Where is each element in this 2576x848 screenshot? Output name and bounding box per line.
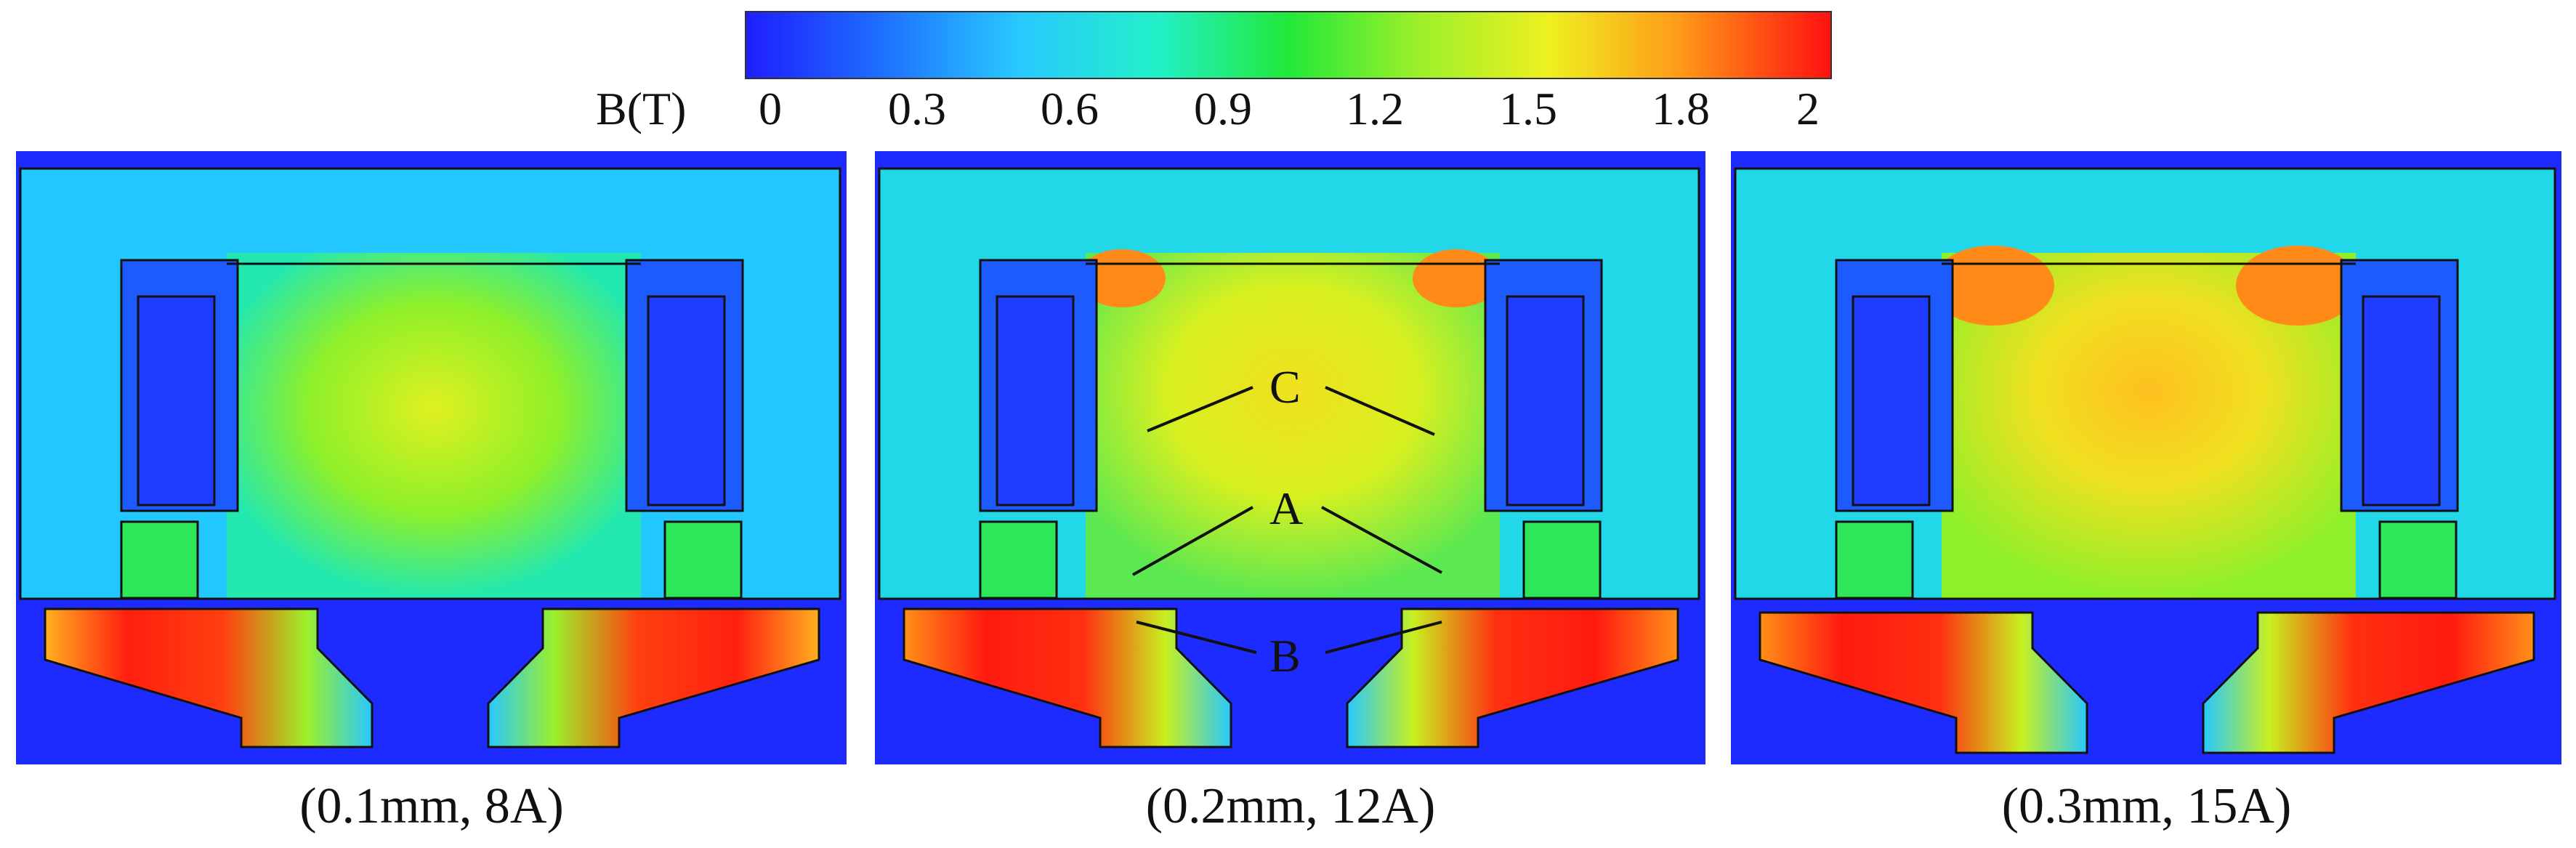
leader-line-a-left [1132,506,1253,576]
leader-line-c-right [1325,386,1435,436]
colorbar: B(T) 0 0.3 0.6 0.9 1.2 1.5 1.8 2 [0,0,2576,145]
flux-density-map-1 [16,151,847,764]
colorbar-tick: 1.2 [1346,83,1404,134]
colorbar-tick: 0.6 [1041,83,1099,134]
region-label-b: B [1269,630,1301,682]
colorbar-tick: 0.3 [888,83,946,134]
panel-caption-2: (0.2mm, 12A) [1145,778,1436,834]
leader-line-a-right [1321,506,1442,574]
panel-caption-3: (0.3mm, 15A) [2001,778,2292,834]
panel-caption-1: (0.1mm, 8A) [299,778,564,834]
colorbar-tick: 0.9 [1194,83,1252,134]
colorbar-title: B(T) [596,83,687,134]
flux-density-map-3 [1731,151,2561,764]
leader-line-b-left [1136,621,1257,654]
leader-line-c-left [1147,386,1253,432]
colorbar-tick: 1.5 [1499,83,1557,134]
field-panel-3 [1731,151,2561,764]
colorbar-gradient [745,11,1832,79]
field-panel-1 [16,151,847,764]
flux-density-map-2 [875,151,1705,764]
colorbar-tick: 1.8 [1652,83,1710,134]
region-label-a: A [1269,482,1304,534]
colorbar-tick: 0 [759,83,782,134]
field-panel-2: C A B [875,151,1705,764]
colorbar-tick: 2 [1796,83,1820,134]
leader-line-b-right [1325,621,1442,654]
region-label-c: C [1269,361,1301,413]
